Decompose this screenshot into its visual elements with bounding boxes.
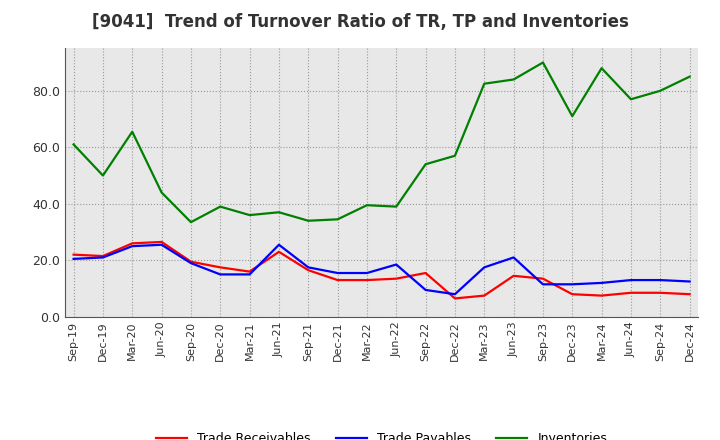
Line: Inventories: Inventories [73, 62, 690, 222]
Trade Receivables [451, 296, 459, 301]
Inventories [128, 129, 137, 134]
Trade Payables [128, 243, 137, 249]
Trade Payables [598, 280, 606, 286]
Trade Receivables [656, 290, 665, 295]
Trade Payables [509, 255, 518, 260]
Trade Receivables [509, 273, 518, 279]
Trade Receivables [69, 252, 78, 257]
Trade Receivables [99, 253, 107, 259]
Trade Payables [568, 282, 577, 287]
Inventories [216, 204, 225, 209]
Inventories [480, 81, 489, 86]
Trade Receivables [274, 249, 283, 254]
Trade Payables [304, 265, 312, 270]
Inventories [69, 142, 78, 147]
Trade Receivables [685, 292, 694, 297]
Inventories [363, 202, 372, 208]
Trade Receivables [128, 241, 137, 246]
Inventories [99, 173, 107, 178]
Inventories [685, 74, 694, 79]
Inventories [598, 66, 606, 71]
Line: Trade Payables: Trade Payables [73, 245, 690, 294]
Inventories [392, 204, 400, 209]
Inventories [451, 153, 459, 158]
Trade Receivables [480, 293, 489, 298]
Trade Receivables [333, 278, 342, 283]
Trade Payables [363, 270, 372, 275]
Inventories [656, 88, 665, 93]
Trade Receivables [568, 292, 577, 297]
Text: [9041]  Trend of Turnover Ratio of TR, TP and Inventories: [9041] Trend of Turnover Ratio of TR, TP… [91, 13, 629, 31]
Trade Payables [69, 256, 78, 261]
Inventories [246, 213, 254, 218]
Trade Payables [216, 272, 225, 277]
Trade Payables [392, 262, 400, 267]
Trade Receivables [157, 239, 166, 245]
Inventories [421, 161, 430, 167]
Inventories [509, 77, 518, 82]
Trade Payables [539, 282, 547, 287]
Trade Payables [451, 292, 459, 297]
Trade Payables [685, 279, 694, 284]
Inventories [333, 216, 342, 222]
Legend: Trade Receivables, Trade Payables, Inventories: Trade Receivables, Trade Payables, Inven… [151, 427, 612, 440]
Trade Payables [480, 265, 489, 270]
Trade Receivables [392, 276, 400, 281]
Trade Receivables [186, 259, 195, 264]
Trade Receivables [626, 290, 635, 295]
Trade Payables [333, 270, 342, 275]
Trade Payables [246, 272, 254, 277]
Inventories [186, 220, 195, 225]
Trade Payables [274, 242, 283, 247]
Trade Receivables [246, 269, 254, 274]
Inventories [568, 114, 577, 119]
Trade Receivables [539, 276, 547, 281]
Trade Payables [99, 255, 107, 260]
Trade Receivables [421, 270, 430, 275]
Trade Receivables [304, 268, 312, 273]
Trade Payables [186, 260, 195, 266]
Trade Payables [421, 287, 430, 293]
Trade Receivables [216, 265, 225, 270]
Inventories [539, 60, 547, 65]
Inventories [157, 190, 166, 195]
Trade Payables [656, 278, 665, 283]
Inventories [626, 97, 635, 102]
Trade Payables [157, 242, 166, 247]
Line: Trade Receivables: Trade Receivables [73, 242, 690, 298]
Trade Receivables [363, 278, 372, 283]
Inventories [304, 218, 312, 224]
Trade Receivables [598, 293, 606, 298]
Inventories [274, 209, 283, 215]
Trade Payables [626, 278, 635, 283]
